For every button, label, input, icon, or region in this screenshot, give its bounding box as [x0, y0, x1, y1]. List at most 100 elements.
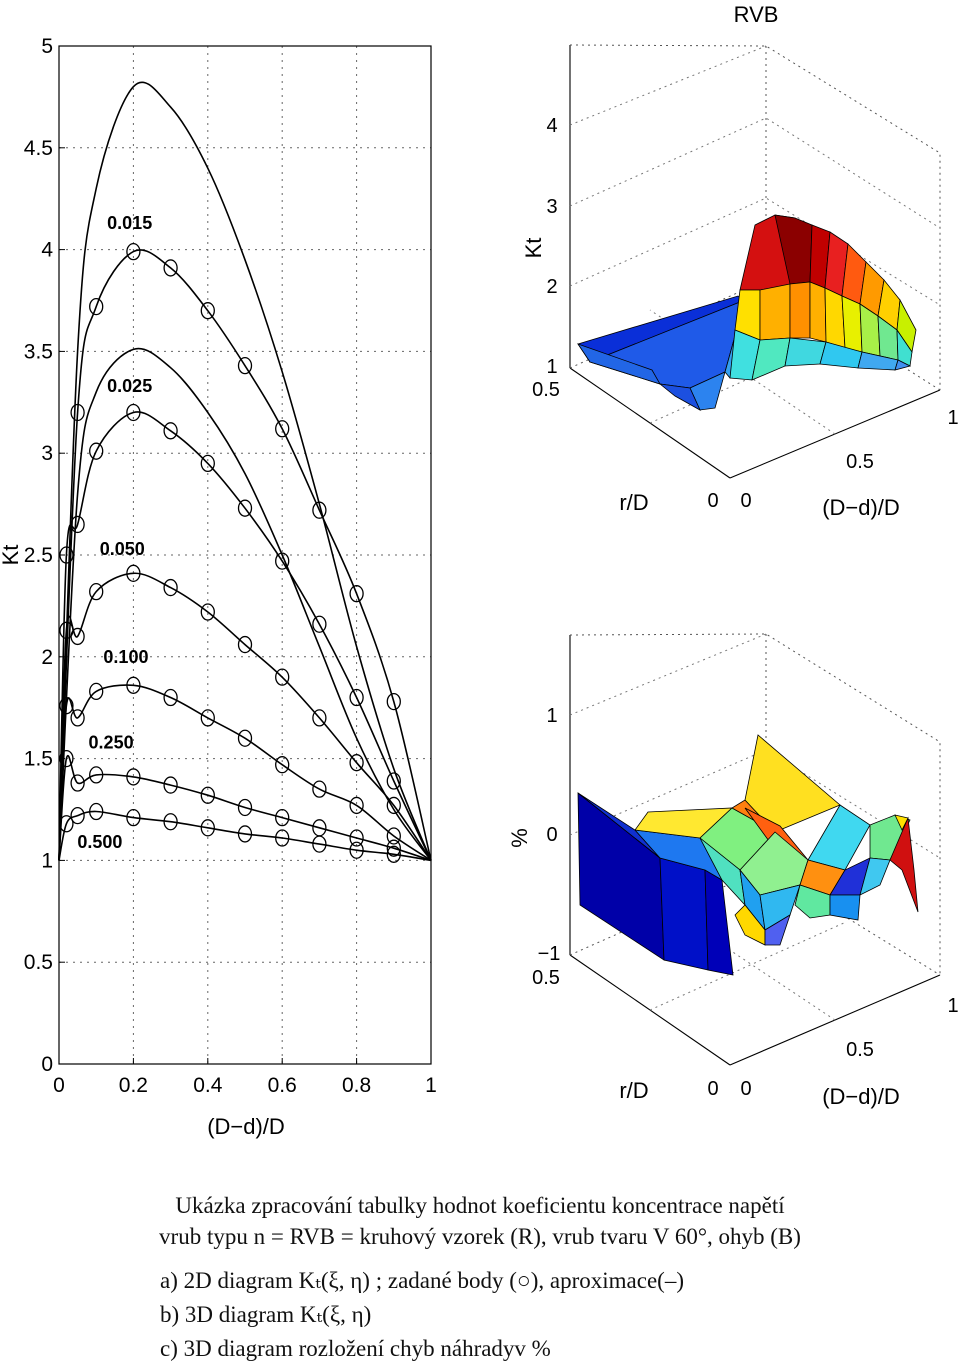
y-tick-label: 0 — [707, 490, 718, 512]
curves-2d — [58, 81, 432, 862]
y-tick-label: 3 — [41, 442, 53, 465]
caption-line-1: Ukázka zpracování tabulky hodnot koefici… — [175, 1193, 785, 1218]
x-tick-label: 1 — [947, 995, 958, 1017]
data-point — [70, 403, 85, 422]
error-3d-surface-chart: −1 0 1 0.5 0 0 0.5 1 % r/D (D−d)/D — [507, 633, 959, 1109]
series-line-6 — [58, 755, 432, 862]
grid-2d — [58, 45, 432, 1065]
data-point — [200, 786, 215, 804]
y-tick-label: 0.5 — [532, 379, 560, 401]
y-tick-label: 4.5 — [24, 137, 53, 160]
data-point — [163, 259, 178, 277]
x-tick-label: 0.5 — [846, 451, 874, 473]
data-point — [89, 442, 104, 460]
curve-label: 0.015 — [107, 213, 152, 233]
y-tick-label: 1.5 — [24, 748, 53, 771]
z-tick-label: −1 — [538, 943, 561, 965]
z-axis-label-3d-bottom: % — [507, 828, 532, 848]
data-point — [126, 808, 141, 827]
caption-line-2: vrub typu n = RVB = kruhový vzorek (R), … — [159, 1224, 801, 1249]
data-point — [70, 515, 85, 534]
data-point — [386, 839, 401, 857]
data-point — [70, 709, 85, 727]
data-point — [126, 676, 141, 694]
x-tick-label: 1 — [425, 1074, 437, 1097]
y-tick-label: 4 — [41, 239, 53, 262]
data-point — [237, 635, 253, 654]
data-point — [237, 357, 253, 375]
data-point — [312, 709, 327, 727]
y-tick-label: 0 — [41, 1053, 53, 1076]
surface-3d-top — [577, 214, 917, 411]
data-point — [70, 806, 85, 825]
y-axis-label-3d-top: r/D — [619, 490, 648, 515]
y-tick-label: 2 — [41, 646, 53, 669]
x-tick-label: 0.6 — [268, 1074, 297, 1097]
axis-ticks-3d-bottom: −1 0 1 0.5 0 0 0.5 1 — [532, 705, 958, 1100]
data-point — [312, 835, 327, 853]
chart-title-3d: RVB — [734, 2, 779, 27]
data-point — [70, 627, 85, 646]
data-point — [200, 819, 215, 837]
plot-frame-2d — [58, 45, 432, 1065]
data-point — [163, 813, 178, 831]
data-point — [275, 420, 290, 438]
series-line-4 — [58, 572, 432, 861]
x-tick-label: 0.2 — [119, 1074, 148, 1097]
data-point — [349, 841, 364, 859]
data-point — [126, 564, 141, 582]
data-point — [126, 768, 141, 786]
y-tick-labels-2d: 0 0.5 1 1.5 2 2.5 3 3.5 4 4.5 5 — [24, 35, 54, 1076]
data-point — [200, 603, 215, 621]
data-point — [312, 501, 327, 519]
y-tick-label: 3.5 — [24, 340, 53, 363]
data-point — [237, 499, 253, 517]
figure-canvas: 00.511.522.533.544.55 0 0.2 0.4 0.6 0.8 1 0.0… — [0, 2, 959, 1139]
z-tick-label: 1 — [546, 356, 557, 378]
x-axis-label-3d-top: (D−d)/D — [822, 495, 900, 520]
data-point — [59, 815, 74, 833]
data-point — [59, 546, 74, 564]
curve-label: 0.500 — [77, 832, 122, 852]
z-tick-label: 3 — [546, 196, 557, 218]
curve-label: 0.025 — [107, 376, 152, 396]
data-point — [89, 297, 104, 316]
series-line-5 — [58, 684, 432, 862]
z-tick-label: 1 — [546, 705, 557, 727]
data-point — [349, 688, 364, 707]
kt-3d-surface-chart: RVB — [521, 2, 959, 520]
y-tick-label: 0.5 — [532, 967, 560, 989]
figure-caption: Ukázka zpracování tabulky hodnot koefici… — [0, 1190, 960, 1252]
axis-ticks-3d-top: 1 2 3 4 0.5 0 0 0.5 1 — [532, 115, 958, 512]
x-tick-label: 0.5 — [846, 1039, 874, 1061]
curve-label: 0.050 — [100, 539, 145, 559]
curve-labels-2d: 0.015 0.025 0.050 0.100 0.250 0.500 — [77, 213, 152, 852]
data-point — [163, 688, 178, 707]
y-axis-label-3d-bottom: r/D — [619, 1078, 648, 1103]
data-point — [386, 692, 401, 711]
data-point — [237, 729, 253, 747]
data-point — [237, 825, 253, 843]
z-axis-label-3d-top: Kt — [521, 238, 546, 259]
data-point — [275, 668, 290, 686]
data-point — [200, 454, 215, 473]
y-tick-label: 0 — [707, 1078, 718, 1100]
data-point — [163, 422, 178, 440]
data-point — [312, 615, 327, 633]
data-point — [126, 403, 141, 422]
y-tick-label: 5 — [41, 35, 53, 58]
data-point — [349, 796, 364, 815]
x-tick-label: 0 — [740, 1078, 751, 1100]
z-tick-label: 2 — [546, 276, 557, 298]
curve-label: 0.100 — [103, 647, 148, 667]
y-tick-label: 2.5 — [24, 544, 53, 567]
x-tick-label: 0.8 — [342, 1074, 371, 1097]
data-point — [163, 578, 178, 597]
x-tick-label: 0 — [53, 1074, 65, 1097]
caption-item-b: b) 3D diagram Kₜ(ξ, η) — [160, 1302, 372, 1327]
data-point — [349, 754, 364, 772]
data-point — [70, 774, 85, 792]
data-point — [349, 585, 364, 603]
data-point — [59, 697, 74, 715]
z-tick-label: 0 — [546, 824, 557, 846]
